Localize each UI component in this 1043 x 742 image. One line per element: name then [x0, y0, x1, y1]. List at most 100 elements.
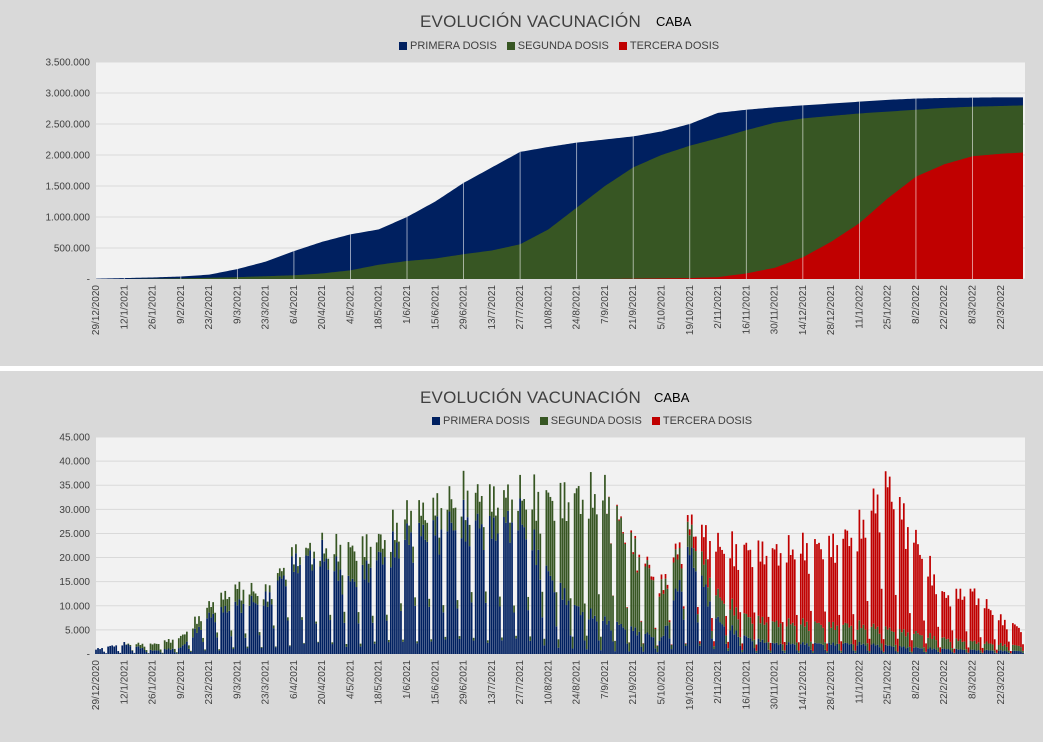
bar-primera [224, 605, 227, 654]
bar-segunda [969, 640, 972, 650]
x-tick-label: 6/4/2021 [289, 285, 300, 324]
bar-primera [167, 648, 170, 654]
x-tick-label: 23/3/2021 [261, 660, 272, 705]
bar-segunda [713, 646, 715, 650]
bar-primera [923, 651, 925, 654]
bar-segunda [446, 509, 449, 532]
bar-tercera [753, 612, 756, 640]
bar-tercera [662, 590, 665, 594]
bar-segunda [127, 643, 130, 645]
legend-item-segunda: SEGUNDA DOSIS [539, 415, 642, 427]
bar-primera [567, 600, 570, 654]
bar-primera [767, 649, 770, 654]
bar-primera [616, 621, 618, 654]
bar-primera [854, 652, 857, 654]
bar-tercera [856, 551, 859, 630]
legend-label-tercera: TERCERA DOSIS [629, 40, 720, 52]
bar-segunda [943, 637, 946, 649]
bar-segunda [799, 624, 802, 645]
bar-segunda [484, 591, 487, 603]
bar-segunda [280, 571, 283, 579]
bar-segunda [745, 613, 748, 637]
bar-segunda [497, 507, 499, 534]
y-tick-label: 20.000 [59, 553, 90, 564]
bar-primera [991, 650, 994, 654]
bar-segunda [824, 642, 826, 650]
daily-chart-panel: EVOLUCIÓN VACUNACIÓN CABA PRIMERA DOSIS … [0, 371, 1043, 742]
bar-primera [933, 648, 935, 654]
bar-segunda [694, 551, 697, 572]
x-tick-label: 21/9/2021 [628, 285, 639, 330]
bar-tercera [820, 549, 822, 625]
bar-segunda [579, 513, 582, 616]
legend-swatch-primera [399, 42, 407, 50]
bar-tercera [941, 591, 944, 638]
bar-segunda [284, 579, 287, 587]
bar-segunda [448, 486, 451, 512]
bar-tercera [915, 529, 917, 632]
bar-segunda [266, 601, 269, 607]
bar-segunda [585, 635, 588, 650]
bar-segunda [503, 490, 505, 518]
x-tick-label: 10/8/2021 [543, 660, 554, 705]
bar-segunda [660, 579, 663, 638]
bar-segunda [773, 622, 776, 644]
bar-tercera [745, 542, 748, 614]
bar-primera [650, 637, 653, 654]
bar-segunda [404, 519, 406, 540]
bar-segunda [204, 649, 206, 651]
bar-segunda [466, 490, 469, 518]
bar-tercera [842, 538, 845, 625]
x-tick-label: 1/6/2021 [402, 660, 413, 699]
bar-primera [593, 615, 596, 654]
bar-segunda [529, 636, 532, 641]
bar-primera [898, 645, 901, 654]
bar-tercera [985, 599, 988, 642]
bar-primera [870, 644, 873, 654]
bar-segunda [606, 513, 608, 625]
bar-segunda [961, 641, 964, 651]
bar-segunda [139, 645, 142, 649]
bar-tercera [1022, 644, 1024, 651]
daily-bar-chart: - 5.000 10.000 15.000 20.000 25.000 30.000 35.0… [59, 433, 1025, 710]
bar-segunda [420, 515, 423, 537]
bar-primera [575, 606, 578, 654]
bar-segunda [462, 470, 465, 500]
bar-segunda [527, 596, 530, 611]
bar-primera [416, 643, 418, 654]
bar-segunda [866, 643, 869, 651]
bar-segunda [888, 627, 891, 646]
bar-tercera [1014, 624, 1016, 646]
bar-tercera [626, 607, 629, 608]
bar-primera [985, 649, 988, 654]
bar-segunda [1022, 650, 1024, 653]
bar-segunda [222, 599, 225, 613]
chart-legend: PRIMERA DOSIS SEGUNDA DOSIS TERCERA DOSI… [399, 40, 719, 52]
bar-primera [939, 653, 942, 654]
bar-tercera [826, 643, 828, 652]
bar-primera [488, 515, 491, 654]
bar-primera [844, 642, 847, 654]
bar-tercera [904, 548, 907, 637]
bar-primera [781, 650, 784, 654]
bar-primera [610, 630, 612, 654]
bar-tercera [828, 535, 830, 622]
bar-primera [874, 645, 877, 654]
bar-primera [188, 648, 190, 654]
y-tick-label: 25.000 [59, 529, 90, 540]
bar-tercera [670, 644, 673, 645]
bar-primera [432, 520, 435, 654]
bar-primera [165, 649, 168, 654]
bar-primera [1012, 650, 1014, 654]
bar-segunda [763, 624, 766, 643]
bar-tercera [723, 553, 725, 604]
bar-segunda [789, 624, 792, 645]
bar-tercera [933, 574, 935, 637]
bar-segunda [248, 594, 251, 606]
x-tick-label: 9/2/2021 [176, 660, 187, 699]
area-segunda [96, 105, 1023, 280]
bar-tercera [953, 648, 956, 653]
bar-segunda [490, 511, 493, 539]
bar-segunda [301, 617, 303, 620]
bar-segunda [557, 639, 560, 648]
